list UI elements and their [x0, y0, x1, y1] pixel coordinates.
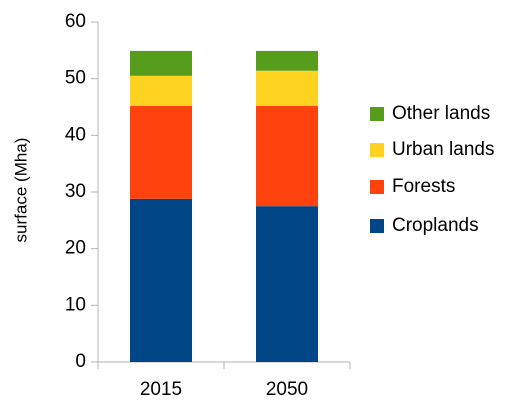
legend-swatch	[370, 219, 384, 233]
x-tick-label: 2015	[140, 379, 182, 400]
y-tick-label: 0	[75, 351, 86, 372]
legend-label: Forests	[392, 176, 455, 197]
y-tick-label: 60	[65, 11, 86, 32]
y-tick-label: 30	[65, 181, 86, 202]
legend-label: Croplands	[392, 215, 479, 236]
x-tick-label: 2050	[266, 379, 308, 400]
y-tick-label: 20	[65, 238, 86, 259]
bar-segment	[256, 70, 318, 106]
y-tick-label: 10	[65, 294, 86, 315]
bar-segment	[130, 50, 192, 76]
bar-segment	[130, 75, 192, 106]
legend-label: Urban lands	[392, 139, 494, 160]
legend-label: Other lands	[392, 103, 490, 124]
bar-segment	[130, 198, 192, 362]
y-tick-label: 50	[65, 68, 86, 89]
legend-swatch	[370, 107, 384, 121]
bar-segment	[130, 105, 192, 199]
legend-swatch	[370, 143, 384, 157]
y-tick-label: 40	[65, 124, 86, 145]
legend-swatch	[370, 180, 384, 194]
bar-segment	[256, 50, 318, 71]
bar-segment	[256, 105, 318, 207]
bar-segment	[256, 206, 318, 362]
y-axis-label: surface (Mha)	[11, 138, 30, 243]
